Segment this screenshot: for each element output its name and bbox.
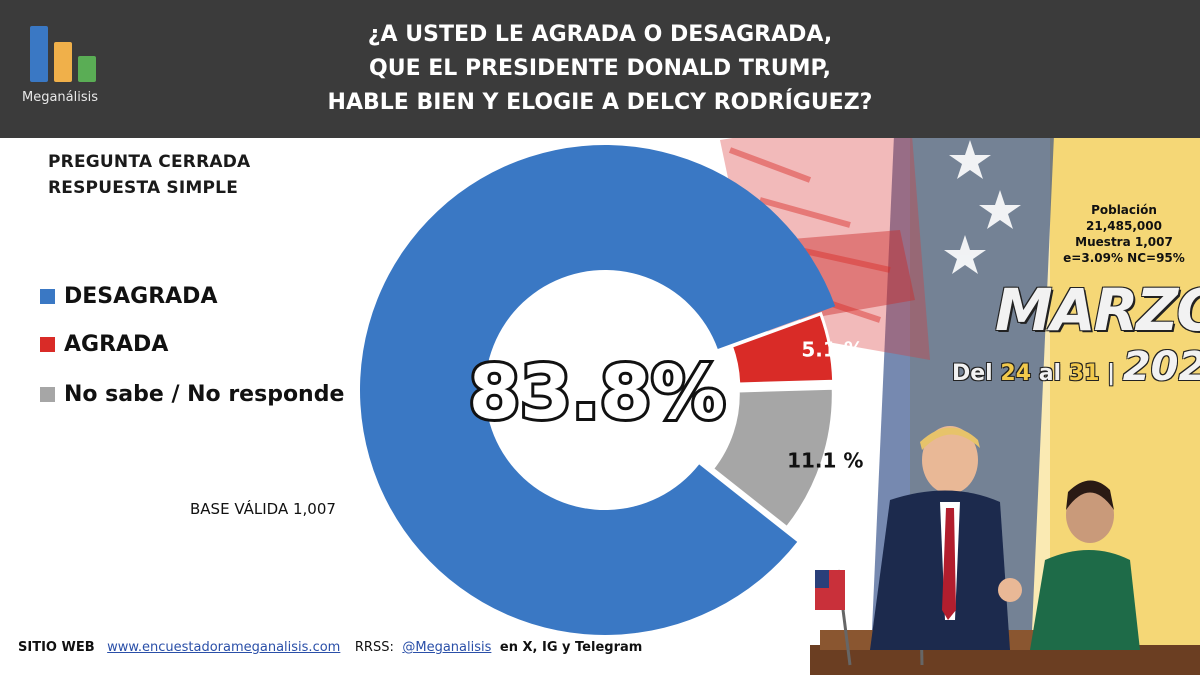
donut-center-label: 83.8% [469,350,726,436]
footer-rrss-label: RRSS: [354,640,394,655]
footer: SITIO WEB www.encuestadorameganalisis.co… [18,640,642,655]
sample-size: Muestra 1,007 [1075,235,1173,249]
base-valida-label: BASE VÁLIDA 1,007 [190,500,336,518]
period-day-to: 31 [1068,361,1100,386]
logo-bar-green [78,56,96,82]
period-dates: Del 24 al 31 | 2026 [952,344,1200,390]
meganalisis-logo: Meganálisis [22,24,112,114]
legend-label: No sabe / No responde [64,382,345,407]
poll-question-title: ¿A USTED LE AGRADA O DESAGRADA, QUE EL P… [300,18,900,120]
legend-label: AGRADA [64,332,169,357]
period-year: 2026 [1122,344,1200,390]
question-type-label: PREGUNTA CERRADA [48,152,251,172]
sample-info: Población 21,485,000 Muestra 1,007 e=3.0… [1054,202,1194,266]
title-line: HABLE BIEN Y ELOGIE A DELCY RODRÍGUEZ? [327,90,873,115]
donut-slice-no-sabe-no-responde [710,386,835,530]
trump-rodriguez-handshake-photo [810,426,1200,675]
footer-handle-link[interactable]: @Meganalisis [402,640,492,655]
sample-error: e=3.09% NC=95% [1063,251,1185,265]
footer-web-link[interactable]: www.encuestadorameganalisis.com [107,640,341,655]
donut-data-label: 5.1 % [801,337,863,361]
period-separator: | [1107,361,1116,386]
legend-swatch [40,387,55,402]
title-line: QUE EL PRESIDENTE DONALD TRUMP, [369,56,831,81]
footer-web-label: SITIO WEB [18,640,95,655]
logo-bar-blue [30,26,48,82]
logo-text: Meganálisis [22,90,99,105]
response-type-label: RESPUESTA SIMPLE [48,178,239,198]
sample-population-label: Población [1091,203,1157,217]
sample-population-value: 21,485,000 [1086,219,1162,233]
period-day-from: 24 [1000,361,1032,386]
logo-bar-orange [54,42,72,82]
title-line: ¿A USTED LE AGRADA O DESAGRADA, [367,22,833,47]
legend-swatch [40,289,55,304]
donut-slice-desagrada [359,145,836,636]
period-mid: al [1038,361,1062,386]
footer-networks: en X, IG y Telegram [499,640,643,655]
period-month: MARZO [995,276,1200,344]
donut-data-label: 11.1 % [787,449,863,473]
legend-label: DESAGRADA [64,284,218,309]
donut-slice-agrada [729,311,836,386]
legend-swatch [40,337,55,352]
period-prefix: Del [952,361,993,386]
header-banner: Meganálisis ¿A USTED LE AGRADA O DESAGRA… [0,0,1200,138]
